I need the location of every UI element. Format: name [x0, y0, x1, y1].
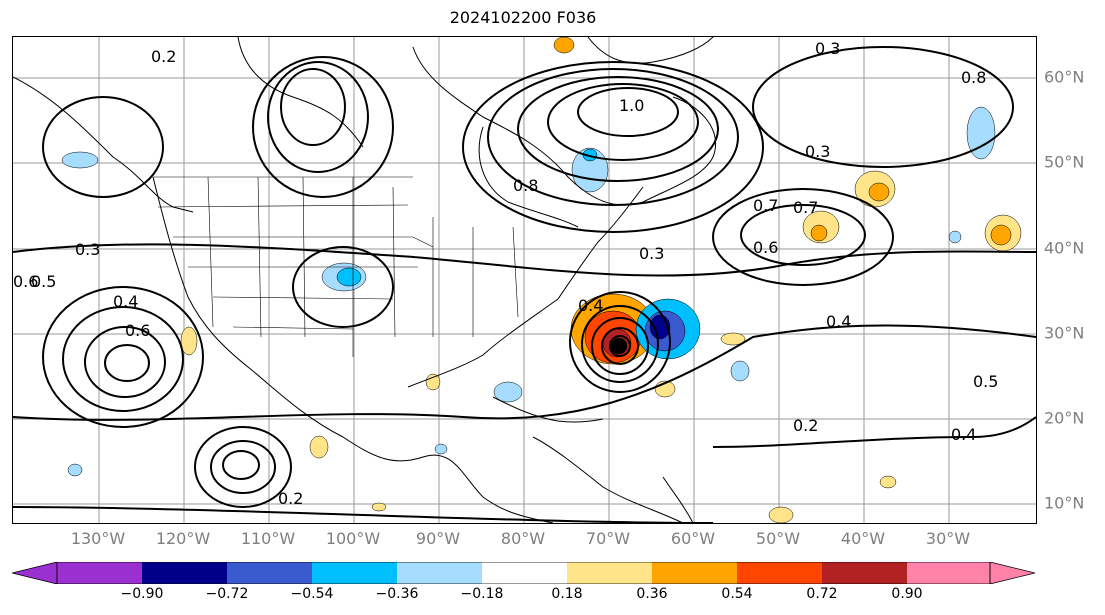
colorbar-tick: −0.90	[120, 586, 164, 602]
contour-label: 0.3	[815, 39, 840, 58]
colorbar-tick: −0.54	[290, 586, 334, 602]
map-canvas: 0.2 0.3 0.4 0.5 0.6 0.7 0.8 1.0 0.3 0.8 …	[13, 37, 1036, 523]
colorbar-tick: 0.90	[891, 586, 923, 602]
gridlines	[13, 37, 1036, 523]
lon-label: 50°W	[755, 529, 801, 548]
colorbar-max-extend	[989, 561, 1036, 585]
lat-label: 50°N	[1044, 152, 1085, 172]
contour-label: 0.4	[578, 296, 603, 315]
map-panel[interactable]: 0.2 0.3 0.4 0.5 0.6 0.7 0.8 1.0 0.3 0.8 …	[12, 36, 1037, 524]
colorbar-svg	[11, 561, 1036, 585]
colorbar-tick: 0.54	[721, 586, 753, 602]
contour-label: 0.8	[961, 68, 986, 87]
colorbar-bin	[652, 562, 737, 584]
colorbar-bin	[567, 562, 652, 584]
colorbar-bin	[142, 562, 227, 584]
shaded-fields	[61, 37, 1022, 523]
lon-label: 80°W	[500, 529, 546, 548]
lon-label: 130°W	[70, 529, 126, 548]
contour-label: 0.6	[753, 238, 778, 257]
colorbar-bin	[822, 562, 907, 584]
contour-label: 0.2	[793, 416, 818, 435]
contour-label: 0.8	[513, 176, 538, 195]
contour-label: 0.2	[278, 489, 303, 508]
contour-labels: 0.2 0.3 0.4 0.5 0.6 0.7 0.8 1.0 0.3 0.8 …	[13, 39, 998, 508]
state-borders	[153, 176, 519, 357]
colorbar-bin	[737, 562, 822, 584]
contour-label: 0.3	[75, 240, 100, 259]
colorbar-bin	[397, 562, 482, 584]
lat-label: 20°N	[1044, 408, 1085, 428]
colorbar-tick: −0.18	[460, 586, 504, 602]
contour-label: 1.0	[619, 96, 644, 115]
colorbar-bin	[57, 562, 142, 584]
contour-label: 0.3	[805, 142, 830, 161]
contour-label: 0.3	[639, 244, 664, 263]
lon-label: 60°W	[670, 529, 716, 548]
contour-label: 0.4	[113, 292, 138, 311]
contour-label: 0.4	[951, 425, 976, 444]
lon-label: 120°W	[155, 529, 211, 548]
colorbar-bin	[907, 562, 990, 584]
lon-label: 110°W	[240, 529, 296, 548]
colorbar-tick: −0.72	[205, 586, 249, 602]
coastlines	[13, 37, 717, 523]
colorbar-tick: 0.72	[806, 586, 838, 602]
colorbar-bin	[482, 562, 567, 584]
lon-label: 40°W	[840, 529, 886, 548]
contour-label: 0.6	[125, 321, 150, 340]
contour-label: 0.7	[793, 198, 818, 217]
colorbar-tick: 0.18	[551, 586, 583, 602]
lon-label: 100°W	[325, 529, 381, 548]
lat-label: 40°N	[1044, 238, 1085, 258]
lat-label: 60°N	[1044, 67, 1085, 87]
contour-label: 0.4	[826, 312, 851, 331]
lat-label: 10°N	[1044, 493, 1085, 513]
colorbar-tick: 0.36	[636, 586, 668, 602]
lat-label: 30°N	[1044, 323, 1085, 343]
colorbar-tick: −0.36	[375, 586, 419, 602]
colorbar	[11, 561, 1036, 588]
contours	[13, 46, 1036, 523]
lon-label: 70°W	[585, 529, 631, 548]
contour-label: 0.5	[973, 372, 998, 391]
colorbar-min-extend	[11, 561, 58, 585]
colorbar-bin	[227, 562, 312, 584]
lon-label: 30°W	[925, 529, 971, 548]
lon-label: 90°W	[415, 529, 461, 548]
contour-label: 0.6	[13, 272, 38, 291]
contour-label: 0.5	[31, 272, 56, 291]
plot-title: 2024102200 F036	[449, 8, 597, 27]
colorbar-bin	[312, 562, 397, 584]
contour-label: 0.2	[151, 47, 176, 66]
contour-label: 0.7	[753, 196, 778, 215]
